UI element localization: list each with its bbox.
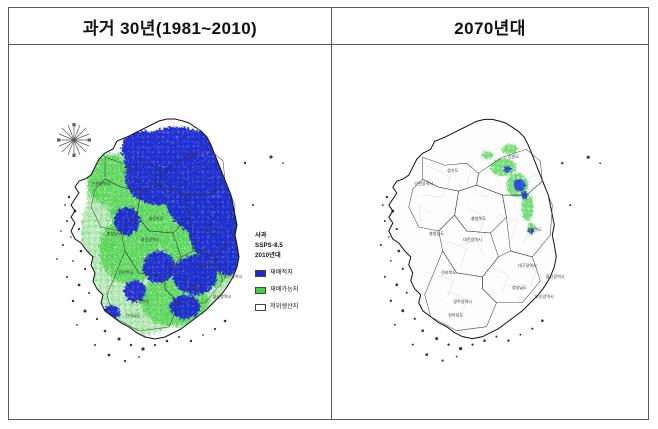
- province-label: 부산광역시: [535, 293, 554, 299]
- province-label: 충청남도: [106, 230, 121, 236]
- province-label: 전라북도: [441, 269, 456, 275]
- province-label: 울산광역시: [546, 273, 565, 279]
- panel-title-future: 2070년대: [454, 18, 526, 38]
- province-label: 광주광역시: [453, 298, 472, 304]
- province-label: 경기도: [124, 167, 136, 173]
- province-label: 대전광역시: [141, 236, 160, 242]
- province-label: 울산광역시: [224, 273, 243, 279]
- compass-rose-icon-past: [57, 123, 91, 157]
- province-label: 전라북도: [118, 269, 133, 275]
- province-label: 대전광역시: [463, 236, 482, 242]
- figure-frame: 과거 30년(1981~2010) 2070년대: [8, 7, 649, 420]
- province-label: 강원도: [508, 153, 520, 159]
- province-label: 부산광역시: [213, 293, 232, 299]
- province-label: 경기도: [447, 167, 459, 173]
- legend-scenario-past: SSPS-8.5: [255, 242, 283, 250]
- province-label: 전라남도: [125, 312, 140, 318]
- legend-swatch-suitable-past: [255, 269, 266, 277]
- province-label: 광주광역시: [131, 298, 150, 304]
- province-label: 전라남도: [448, 312, 463, 318]
- legend-label-suitable-past: 재배적지: [270, 269, 293, 277]
- province-label: 대구광역시: [518, 262, 537, 268]
- legend-item-suitable-past: 재배적지: [255, 268, 298, 278]
- province-label: 인천광역시: [414, 180, 433, 186]
- panel-header-past: 과거 30년(1981~2010): [9, 8, 331, 45]
- province-label: 경상북도: [527, 226, 542, 232]
- legend-past: 사과 SSPS-8.5 2010년대 재배적지 재배가능지 저위생산지: [255, 231, 298, 319]
- legend-period-past: 2010년대: [255, 252, 281, 260]
- legend-crop-past: 사과: [255, 232, 267, 239]
- legend-item-low-past: 저위생산지: [255, 302, 298, 312]
- province-label: 충청북도: [148, 215, 163, 221]
- province-label: 대구광역시: [196, 262, 215, 268]
- province-label: 충청북도: [471, 215, 486, 221]
- legend-item-possible-past: 재배가능지: [255, 285, 298, 295]
- province-label: 경상북도: [204, 226, 219, 232]
- province-label: 경상남도: [512, 284, 527, 290]
- legend-label-possible-past: 재배가능지: [270, 286, 299, 294]
- legend-swatch-low-past: [255, 303, 266, 311]
- province-label: 충청남도: [429, 230, 444, 236]
- legend-label-low-past: 저위생산지: [270, 303, 299, 311]
- panel-header-future: 2070년대: [331, 8, 648, 45]
- legend-swatch-possible-past: [255, 286, 266, 294]
- panel-title-past: 과거 30년(1981~2010): [82, 18, 258, 38]
- province-label: 강원도: [185, 153, 197, 159]
- province-label: 경상남도: [189, 284, 204, 290]
- province-label: 인천광역시: [92, 180, 111, 186]
